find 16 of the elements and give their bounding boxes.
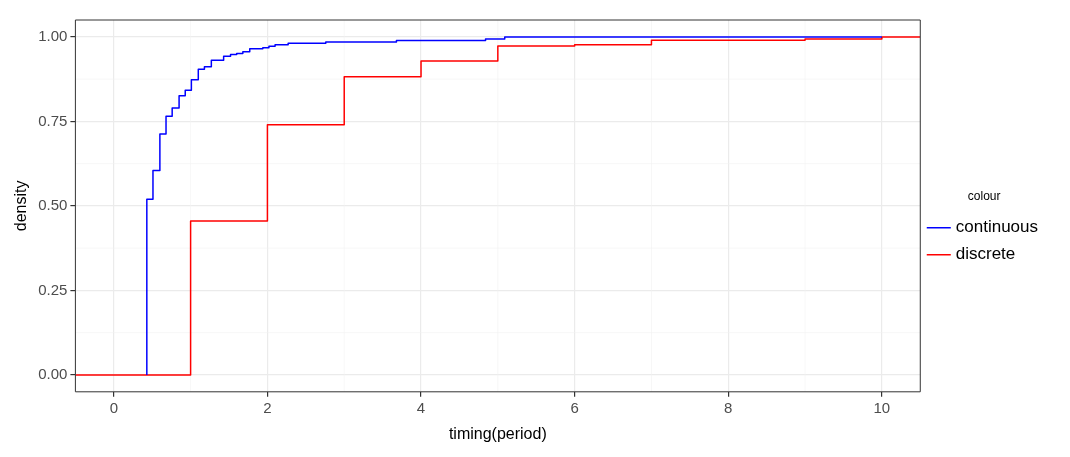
x-tick-label: 2: [263, 398, 272, 416]
x-tick-label: 0: [109, 398, 118, 416]
x-tick-label: 8: [724, 398, 733, 416]
y-tick-label: 0.00: [38, 365, 68, 383]
y-tick-label: 0.50: [38, 196, 68, 214]
legend-label: continuous: [955, 217, 1039, 237]
y-tick-label: 1.00: [38, 27, 68, 45]
x-tick-label: 10: [873, 398, 891, 416]
y-tick-label: 0.75: [38, 111, 68, 129]
y-tick-label: 0.25: [38, 280, 68, 298]
legend-title: colour: [967, 189, 1001, 204]
x-axis-title: timing(period): [448, 424, 547, 442]
x-tick-label: 4: [416, 398, 426, 416]
y-axis-title: density: [12, 180, 30, 232]
x-tick-label: 6: [570, 398, 579, 416]
legend-label: discrete: [955, 244, 1016, 264]
